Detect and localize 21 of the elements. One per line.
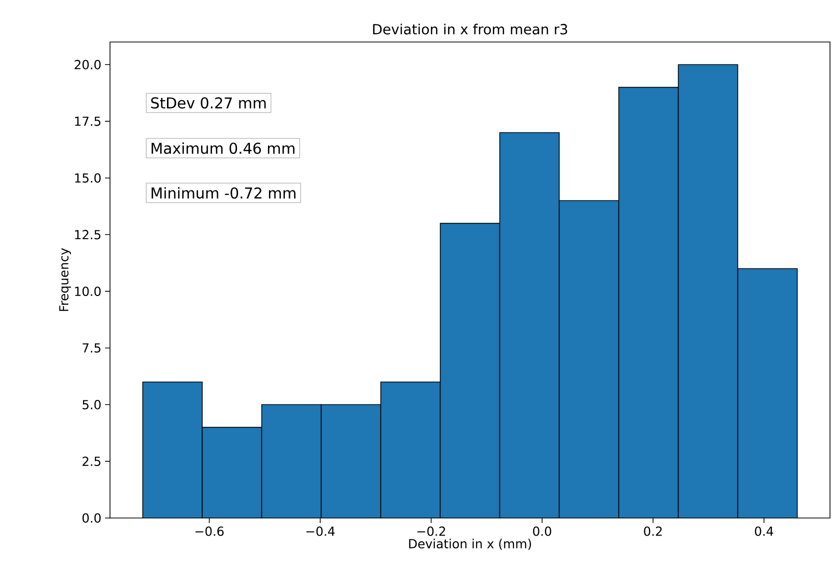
annotation: Maximum 0.46 mm — [152, 142, 294, 154]
y-tick-label: 17.5 — [75, 116, 100, 126]
y-tick-label: 20.0 — [74, 60, 101, 70]
annotation: Minimum -0.72 mm — [152, 187, 296, 199]
y-tick-label: 5.0 — [82, 400, 101, 410]
x-tick-label: −0.2 — [417, 526, 446, 536]
y-tick-label: 15.0 — [75, 173, 101, 183]
x-tick-label: 0.4 — [754, 526, 774, 536]
chart-title: Deviation in x from mean r3 — [373, 24, 568, 34]
x-tick-label: −0.4 — [306, 526, 335, 536]
y-tick-label: 2.5 — [82, 456, 100, 466]
y-tick-label: 12.5 — [75, 230, 100, 240]
y-tick-label: 0.0 — [82, 513, 101, 523]
x-tick-label: 0.0 — [533, 526, 552, 536]
x-axis-title: Deviation in x (mm) — [409, 538, 532, 550]
y-axis-title: Frequency — [59, 248, 71, 311]
x-tick-label: −0.6 — [195, 526, 224, 536]
y-tick-label: 7.5 — [82, 343, 100, 353]
annotation: StDev 0.27 mm — [151, 97, 266, 109]
x-tick-label: 0.2 — [644, 526, 662, 536]
y-tick-label: 10.0 — [75, 286, 101, 296]
